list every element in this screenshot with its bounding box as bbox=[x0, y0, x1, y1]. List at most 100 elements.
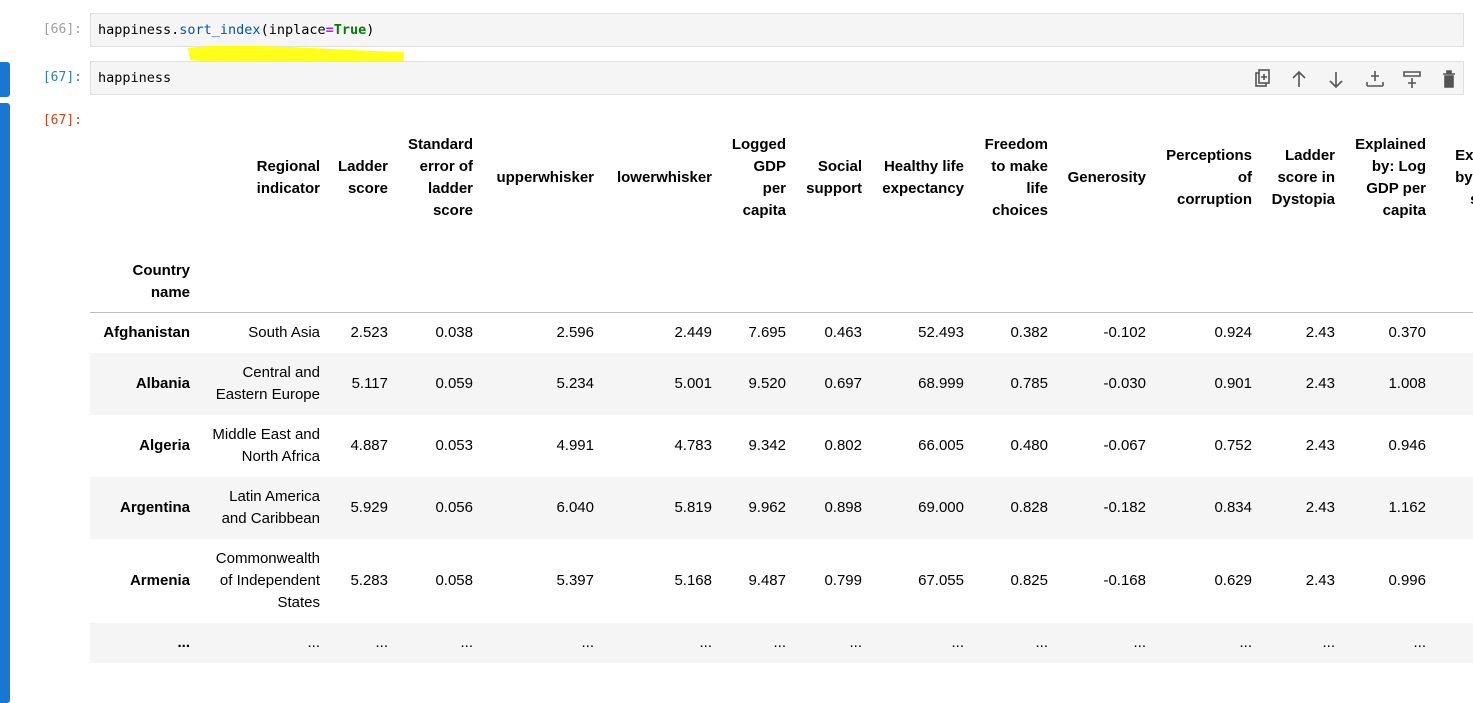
table-cell: ... bbox=[1133, 633, 1146, 651]
insert-above-button[interactable] bbox=[1366, 71, 1384, 87]
header-spacer bbox=[870, 236, 972, 312]
table-cell: 7.695 bbox=[748, 323, 786, 341]
column-header: upperwhisker bbox=[496, 169, 594, 186]
table-cell: Latin America and Caribbean bbox=[221, 487, 320, 527]
output-prompt: [67]: bbox=[42, 113, 82, 128]
table-cell bbox=[1434, 477, 1473, 539]
code-cell[interactable]: happiness.sort_index(inplace=True) bbox=[90, 13, 1464, 47]
table-cell: 2.449 bbox=[674, 323, 712, 341]
cell-selection-bar bbox=[0, 62, 10, 97]
header-spacer bbox=[794, 236, 870, 312]
table-cell: South Asia bbox=[248, 323, 320, 341]
index-name: Country name bbox=[132, 261, 191, 301]
table-cell: 0.799 bbox=[824, 571, 862, 589]
table-row: Afghanistan South Asia 2.523 0.038 2.596 2.44… bbox=[90, 312, 1473, 353]
table-cell bbox=[1434, 312, 1473, 353]
table-cell bbox=[1434, 353, 1473, 415]
move-up-button[interactable] bbox=[1292, 70, 1306, 87]
table-cell bbox=[1434, 415, 1473, 477]
input-prompt: [66]: bbox=[42, 22, 82, 37]
table-cell: 0.752 bbox=[1214, 436, 1252, 454]
table-cell: 4.783 bbox=[674, 436, 712, 454]
table-cell: ... bbox=[951, 633, 964, 651]
row-index: Armenia bbox=[129, 571, 190, 589]
table-row: Albania Central and Eastern Europe 5.117 0.… bbox=[90, 352, 1473, 415]
column-header: Standard error of ladder score bbox=[407, 136, 473, 219]
code-token: happiness bbox=[98, 70, 172, 86]
duplicate-button[interactable] bbox=[1255, 69, 1270, 87]
code-token: happiness. bbox=[98, 22, 180, 38]
dataframe: Regional indicator Ladder score Standard e… bbox=[90, 120, 1473, 663]
table-cell: 4.887 bbox=[350, 436, 388, 454]
table-cell: 2.43 bbox=[1305, 374, 1335, 392]
table-cell: Middle East and North Africa bbox=[212, 425, 320, 465]
table-cell: 0.038 bbox=[435, 323, 473, 341]
table-cell: 5.819 bbox=[674, 498, 712, 516]
table-cell: 9.962 bbox=[748, 498, 786, 516]
row-index: Argentina bbox=[119, 498, 190, 516]
table-cell: 2.43 bbox=[1305, 436, 1335, 454]
table-cell: 2.43 bbox=[1305, 498, 1335, 516]
table-cell: -0.067 bbox=[1103, 436, 1146, 454]
column-header: Generosity bbox=[1067, 169, 1146, 186]
table-cell: ... bbox=[581, 633, 594, 651]
header-spacer bbox=[602, 236, 720, 312]
input-prompt: [67]: bbox=[42, 70, 82, 85]
table-cell bbox=[1434, 539, 1473, 623]
table-cell: -0.102 bbox=[1103, 323, 1146, 341]
move-down-button[interactable] bbox=[1329, 72, 1343, 89]
table-cell: ... bbox=[1035, 633, 1048, 651]
table-cell: 0.834 bbox=[1214, 498, 1252, 516]
table-cell: 0.802 bbox=[824, 436, 862, 454]
table-cell: ... bbox=[375, 633, 388, 651]
output-area: Regional indicator Ladder score Standard e… bbox=[90, 120, 1473, 690]
table-cell: 1.008 bbox=[1388, 374, 1426, 392]
code-cell[interactable]: happiness bbox=[90, 61, 1464, 95]
header-spacer bbox=[396, 236, 481, 312]
table-cell: 0.382 bbox=[1010, 323, 1048, 341]
table-cell: 0.946 bbox=[1388, 436, 1426, 454]
table-cell: 9.487 bbox=[748, 571, 786, 589]
column-header: Explained by: Social support bbox=[1455, 147, 1473, 208]
table-cell: 2.43 bbox=[1305, 571, 1335, 589]
table-cell: Commonwealth of Independent States bbox=[215, 549, 320, 611]
table-row: ........................................… bbox=[90, 622, 1473, 663]
table-cell: 0.480 bbox=[1010, 436, 1048, 454]
table-cell: 68.999 bbox=[918, 374, 964, 392]
insert-below-button[interactable] bbox=[1403, 71, 1421, 88]
row-index: Albania bbox=[135, 374, 190, 392]
table-cell: ... bbox=[1322, 633, 1335, 651]
output-collapse-bar[interactable] bbox=[0, 103, 10, 703]
table-cell: 0.058 bbox=[435, 571, 473, 589]
table-cell: 5.168 bbox=[674, 571, 712, 589]
column-header: Logged GDP per capita bbox=[731, 136, 786, 219]
row-index: ... bbox=[177, 633, 190, 651]
table-cell: ... bbox=[460, 633, 473, 651]
table-cell: 4.991 bbox=[556, 436, 594, 454]
table-cell: 2.523 bbox=[350, 323, 388, 341]
table-cell: ... bbox=[1413, 633, 1426, 651]
table-cell: -0.168 bbox=[1103, 571, 1146, 589]
table-cell: 0.053 bbox=[435, 436, 473, 454]
table-cell: 5.001 bbox=[674, 374, 712, 392]
table-cell: 0.828 bbox=[1010, 498, 1048, 516]
header-spacer bbox=[198, 236, 328, 312]
table-cell: 9.520 bbox=[748, 374, 786, 392]
table-cell: 0.056 bbox=[435, 498, 473, 516]
table-cell bbox=[1434, 623, 1473, 663]
cell-toolbar bbox=[1255, 69, 1455, 89]
table-cell: ... bbox=[307, 633, 320, 651]
table-cell: -0.030 bbox=[1103, 374, 1146, 392]
delete-button[interactable] bbox=[1443, 70, 1455, 88]
table-cell: 0.463 bbox=[824, 323, 862, 341]
table-cell: 0.785 bbox=[1010, 374, 1048, 392]
table-cell: 6.040 bbox=[556, 498, 594, 516]
header-spacer bbox=[481, 236, 602, 312]
column-header: Social support bbox=[806, 158, 862, 197]
header-spacer bbox=[1343, 236, 1434, 312]
table-cell: -0.182 bbox=[1103, 498, 1146, 516]
table-cell: 2.43 bbox=[1305, 323, 1335, 341]
table-cell: 2.596 bbox=[556, 323, 594, 341]
table-cell: 0.901 bbox=[1214, 374, 1252, 392]
column-header: Ladder score bbox=[337, 158, 388, 197]
